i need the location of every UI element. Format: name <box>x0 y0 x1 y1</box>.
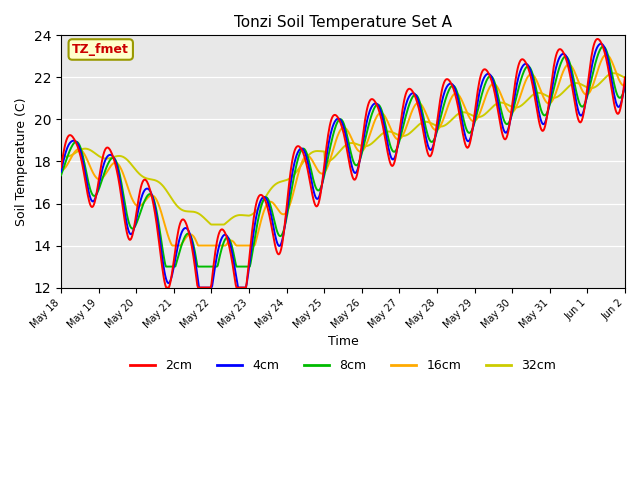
X-axis label: Time: Time <box>328 336 358 348</box>
Y-axis label: Soil Temperature (C): Soil Temperature (C) <box>15 97 28 226</box>
Text: TZ_fmet: TZ_fmet <box>72 43 129 56</box>
Title: Tonzi Soil Temperature Set A: Tonzi Soil Temperature Set A <box>234 15 452 30</box>
Legend: 2cm, 4cm, 8cm, 16cm, 32cm: 2cm, 4cm, 8cm, 16cm, 32cm <box>125 354 561 377</box>
